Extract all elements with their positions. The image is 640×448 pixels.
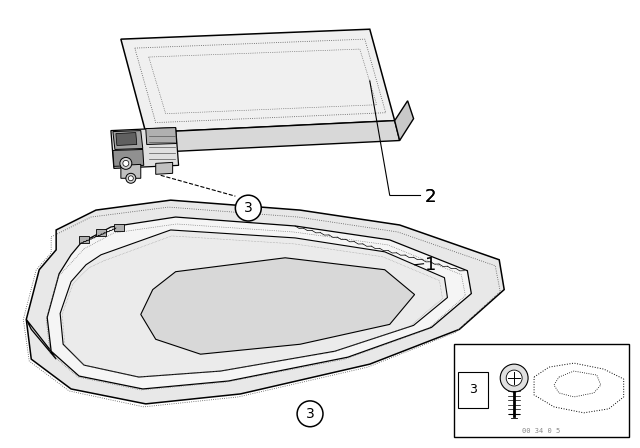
Circle shape <box>123 160 129 166</box>
Bar <box>96 229 106 236</box>
Bar <box>458 372 488 408</box>
Bar <box>114 224 124 231</box>
Polygon shape <box>121 29 395 133</box>
Circle shape <box>129 176 133 181</box>
Polygon shape <box>116 133 137 146</box>
Polygon shape <box>395 101 413 141</box>
Polygon shape <box>47 217 471 389</box>
Text: 1: 1 <box>424 256 436 274</box>
Polygon shape <box>26 200 504 404</box>
Bar <box>79 236 89 243</box>
Polygon shape <box>111 128 179 168</box>
Polygon shape <box>146 121 399 152</box>
Circle shape <box>126 173 136 183</box>
Polygon shape <box>121 164 141 178</box>
Bar <box>454 344 628 437</box>
Circle shape <box>506 370 522 386</box>
Text: 2: 2 <box>424 188 436 206</box>
Circle shape <box>297 401 323 427</box>
Polygon shape <box>113 150 144 166</box>
Text: 2: 2 <box>424 188 436 206</box>
Text: 00 34 0 5: 00 34 0 5 <box>522 428 561 434</box>
Polygon shape <box>534 363 623 413</box>
Circle shape <box>236 195 261 221</box>
Polygon shape <box>26 319 56 359</box>
Polygon shape <box>113 130 143 150</box>
Polygon shape <box>141 258 415 354</box>
Polygon shape <box>156 162 173 174</box>
Polygon shape <box>554 371 601 397</box>
Circle shape <box>500 364 528 392</box>
Text: 3: 3 <box>244 201 253 215</box>
Polygon shape <box>146 128 177 145</box>
Polygon shape <box>135 39 386 123</box>
Circle shape <box>120 157 132 169</box>
Polygon shape <box>60 230 447 377</box>
Text: 3: 3 <box>306 407 314 421</box>
Polygon shape <box>148 49 377 114</box>
Text: 3: 3 <box>469 383 477 396</box>
